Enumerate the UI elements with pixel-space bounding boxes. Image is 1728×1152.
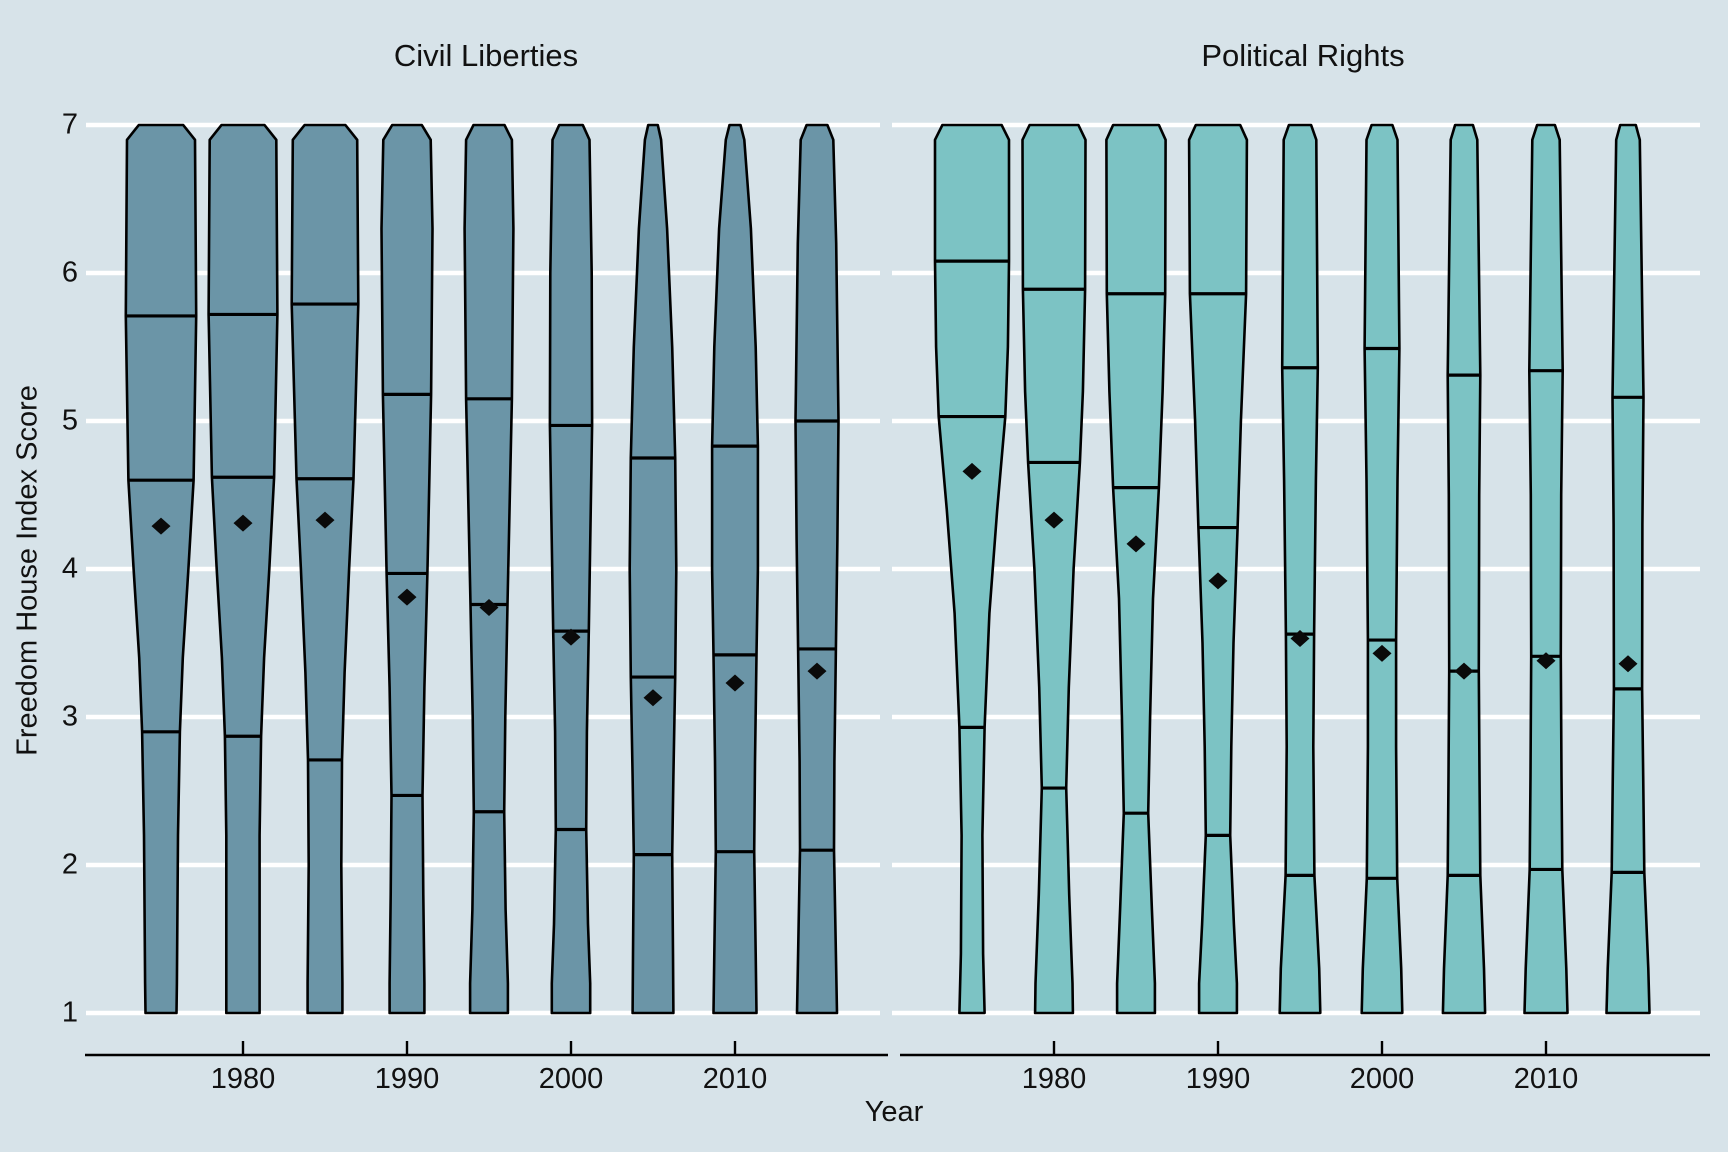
x-tick-label-2010-right: 2010 [1513, 1063, 1579, 1095]
y-tick-label-4: 4 [61, 552, 78, 585]
mean-diamond-political-rights-1985 [1126, 535, 1146, 553]
violin-body-civil-liberties-2000 [548, 123, 594, 1015]
mean-diamond-civil-liberties-1995 [479, 598, 499, 616]
panel-title-political-rights: Political Rights [1201, 38, 1405, 73]
mean-diamond-political-rights-2015 [1618, 655, 1638, 673]
mean-diamond-political-rights-1995 [1290, 630, 1310, 648]
violin-body-political-rights-1995 [1278, 123, 1322, 1015]
mean-diamond-civil-liberties-1975 [151, 517, 171, 535]
mean-diamond-political-rights-2000 [1372, 644, 1392, 662]
x-tick-label-1980-left: 1980 [210, 1063, 276, 1095]
y-tick-label-5: 5 [61, 404, 78, 437]
violin-body-political-rights-2010 [1523, 123, 1569, 1015]
violin-body-civil-liberties-1980 [207, 123, 279, 1015]
panel-title-civil-liberties: Civil Liberties [393, 38, 579, 73]
violin-body-civil-liberties-1985 [290, 123, 360, 1015]
mean-diamond-civil-liberties-1985 [315, 511, 335, 529]
y-tick-label-3: 3 [61, 700, 78, 733]
x-tick-label-2000-left: 2000 [538, 1063, 604, 1095]
x-tick-label-1980-right: 1980 [1021, 1063, 1087, 1095]
x-axis-title: Year [864, 1096, 924, 1128]
violin-body-political-rights-1980 [1021, 123, 1087, 1015]
violin-body-political-rights-1985 [1105, 123, 1167, 1015]
x-tick-label-1990-left: 1990 [374, 1063, 440, 1095]
y-tick-label-6: 6 [61, 256, 78, 289]
mean-diamond-political-rights-1975 [962, 462, 982, 480]
mean-diamond-civil-liberties-2005 [643, 689, 663, 707]
x-tick-label-2000-right: 2000 [1349, 1063, 1415, 1095]
y-tick-label-7: 7 [61, 108, 78, 141]
violin-body-civil-liberties-1995 [463, 123, 515, 1015]
mean-diamond-civil-liberties-2015 [807, 662, 827, 680]
x-tick-label-2010-left: 2010 [702, 1063, 768, 1095]
mean-diamond-political-rights-1990 [1208, 572, 1228, 590]
mean-diamond-political-rights-2010 [1536, 652, 1556, 670]
violin-body-political-rights-2005 [1441, 123, 1487, 1015]
violin-body-civil-liberties-2010 [710, 123, 760, 1015]
violin-body-political-rights-1990 [1187, 123, 1249, 1015]
violin-body-civil-liberties-2015 [794, 123, 840, 1015]
mean-diamond-civil-liberties-2010 [725, 674, 745, 692]
y-tick-label-2: 2 [61, 848, 78, 881]
violin-body-civil-liberties-1975 [124, 123, 198, 1015]
violin-body-civil-liberties-2005 [628, 123, 678, 1015]
mean-diamond-political-rights-2005 [1454, 662, 1474, 680]
x-tick-label-1990-right: 1990 [1185, 1063, 1251, 1095]
y-tick-label-1: 1 [61, 996, 78, 1029]
mean-diamond-civil-liberties-2000 [561, 628, 581, 646]
violin-body-civil-liberties-1990 [380, 123, 434, 1015]
violin-body-political-rights-1975 [933, 123, 1011, 1015]
mean-diamond-civil-liberties-1990 [397, 588, 417, 606]
mean-diamond-civil-liberties-1980 [233, 514, 253, 532]
mean-diamond-political-rights-1980 [1044, 511, 1064, 529]
